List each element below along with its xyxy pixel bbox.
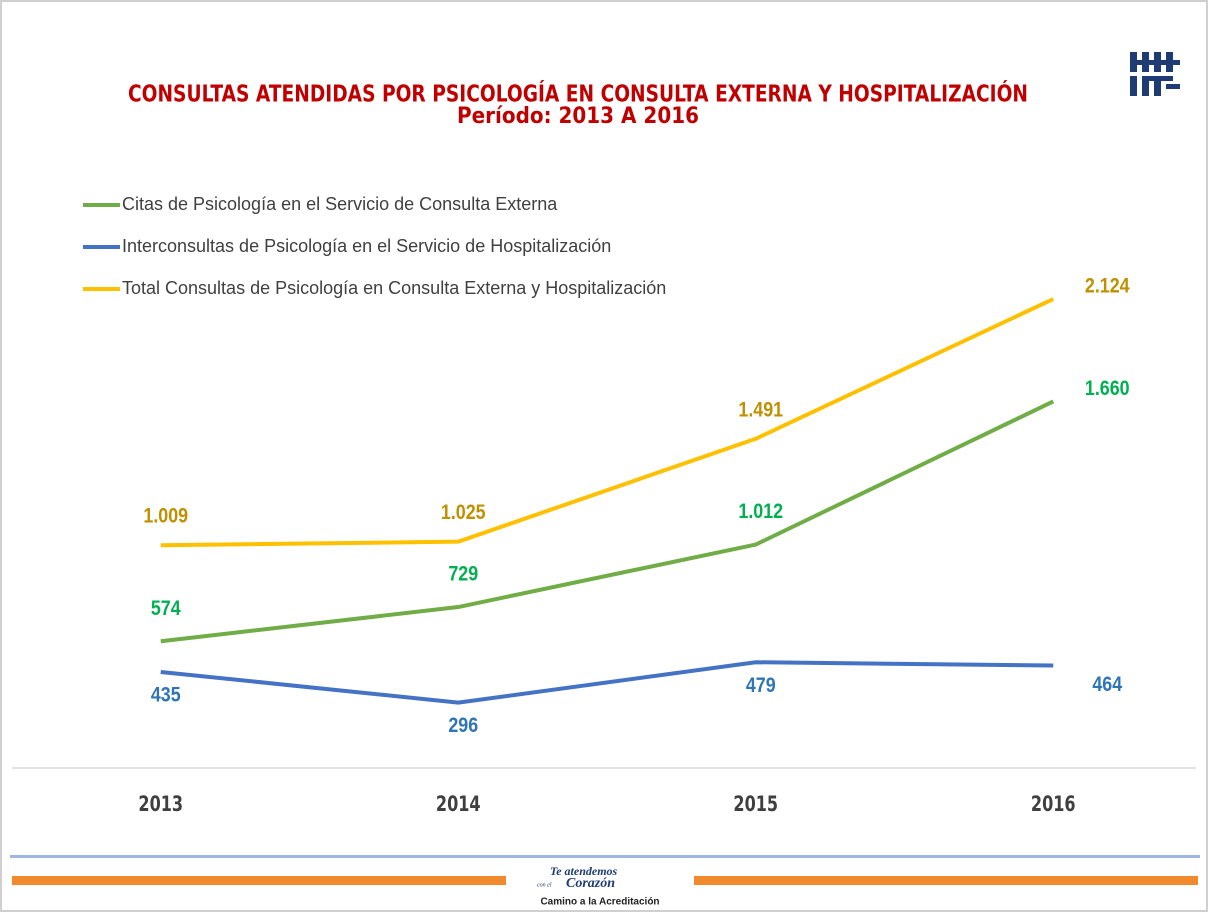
footer-bar xyxy=(694,876,1198,885)
data-label: 479 xyxy=(746,673,776,697)
footer-text: Te atendemos xyxy=(550,864,618,878)
footer-text: con el xyxy=(537,882,552,888)
data-label: 574 xyxy=(151,596,181,620)
data-label: 464 xyxy=(1092,673,1122,697)
legend-label: Total Consultas de Psicología en Consult… xyxy=(122,278,666,298)
data-label: 296 xyxy=(448,714,478,738)
series-line xyxy=(160,660,1054,705)
data-label: 435 xyxy=(151,683,181,707)
data-label: 729 xyxy=(448,562,478,586)
chart-title: CONSULTAS ATENDIDAS POR PSICOLOGÍA EN CO… xyxy=(128,80,1028,108)
data-label: 1.025 xyxy=(441,501,486,525)
footer-text: Camino a la Acreditación xyxy=(540,897,659,908)
chart-subtitle: Período: 2013 A 2016 xyxy=(457,104,699,129)
x-tick-label: 2014 xyxy=(436,792,481,817)
data-label: 1.009 xyxy=(143,504,188,528)
series-line xyxy=(160,399,1055,644)
data-label: 1.660 xyxy=(1085,377,1130,401)
footer: Te atendemos con el Corazón Camino a la … xyxy=(10,855,1200,908)
footer-line xyxy=(10,855,1200,858)
footer-bar xyxy=(12,876,506,885)
x-tick-label: 2013 xyxy=(138,792,183,817)
data-label: 2.124 xyxy=(1085,274,1130,298)
series-line xyxy=(160,297,1055,548)
legend-label: Interconsultas de Psicología en el Servi… xyxy=(122,236,611,256)
data-label: 1.491 xyxy=(738,398,783,422)
data-label: 1.012 xyxy=(738,500,783,524)
footer-text: Corazón xyxy=(566,876,615,891)
legend-label: Citas de Psicología en el Servicio de Co… xyxy=(122,194,558,214)
logo xyxy=(1130,52,1180,96)
x-tick-label: 2015 xyxy=(733,792,778,817)
x-tick-label: 2016 xyxy=(1031,792,1076,817)
